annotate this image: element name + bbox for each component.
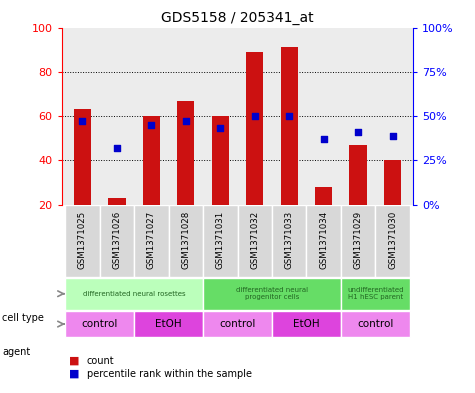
Text: EtOH: EtOH (155, 319, 182, 329)
Text: GSM1371029: GSM1371029 (353, 210, 362, 268)
Bar (108, 198, 125, 205)
Text: EtOH: EtOH (293, 319, 320, 329)
Text: GSM1371027: GSM1371027 (147, 210, 156, 269)
Text: control: control (82, 319, 118, 329)
Text: GSM1371030: GSM1371030 (388, 210, 397, 269)
Bar (65, 278, 203, 310)
Text: percentile rank within the sample: percentile rank within the sample (87, 369, 252, 379)
Text: differentiated neural rosettes: differentiated neural rosettes (83, 291, 185, 297)
Text: count: count (87, 356, 114, 366)
Bar (350, 145, 367, 205)
Text: control: control (219, 319, 256, 329)
Text: ■: ■ (69, 356, 79, 366)
Text: GSM1371033: GSM1371033 (285, 210, 294, 269)
Bar (272, 311, 341, 337)
Bar (203, 205, 238, 277)
Bar (246, 52, 263, 205)
Bar (341, 205, 375, 277)
Bar (177, 101, 194, 205)
Point (285, 113, 293, 119)
Bar (306, 205, 341, 277)
Bar (341, 311, 410, 337)
Bar (315, 187, 332, 205)
Bar (65, 205, 100, 277)
Bar (341, 278, 410, 310)
Bar (281, 48, 298, 205)
Point (251, 113, 258, 119)
Bar (74, 109, 91, 205)
Text: ■: ■ (69, 369, 79, 379)
Bar (384, 160, 401, 205)
Text: GSM1371026: GSM1371026 (113, 210, 122, 269)
Point (389, 132, 396, 139)
Point (354, 129, 362, 135)
Point (148, 122, 155, 128)
Text: cell type: cell type (2, 312, 44, 323)
Point (79, 118, 86, 125)
Point (217, 125, 224, 132)
Point (113, 145, 121, 151)
Bar (100, 205, 134, 277)
Bar (203, 311, 272, 337)
Text: GSM1371025: GSM1371025 (78, 210, 87, 269)
Title: GDS5158 / 205341_at: GDS5158 / 205341_at (161, 11, 314, 25)
Bar (238, 205, 272, 277)
Text: control: control (357, 319, 393, 329)
Bar (134, 311, 203, 337)
Bar (169, 205, 203, 277)
Bar (212, 116, 229, 205)
Bar (134, 205, 169, 277)
Text: GSM1371031: GSM1371031 (216, 210, 225, 269)
Text: differentiated neural
progenitor cells: differentiated neural progenitor cells (236, 287, 308, 300)
Text: undifferentiated
H1 hESC parent: undifferentiated H1 hESC parent (347, 287, 404, 300)
Point (320, 136, 327, 142)
Bar (142, 116, 160, 205)
Text: GSM1371032: GSM1371032 (250, 210, 259, 269)
Text: GSM1371034: GSM1371034 (319, 210, 328, 269)
Bar (203, 278, 341, 310)
Text: GSM1371028: GSM1371028 (181, 210, 190, 269)
Text: agent: agent (2, 347, 30, 357)
Bar (375, 205, 410, 277)
Point (182, 118, 190, 125)
Bar (65, 311, 134, 337)
Bar (272, 205, 306, 277)
